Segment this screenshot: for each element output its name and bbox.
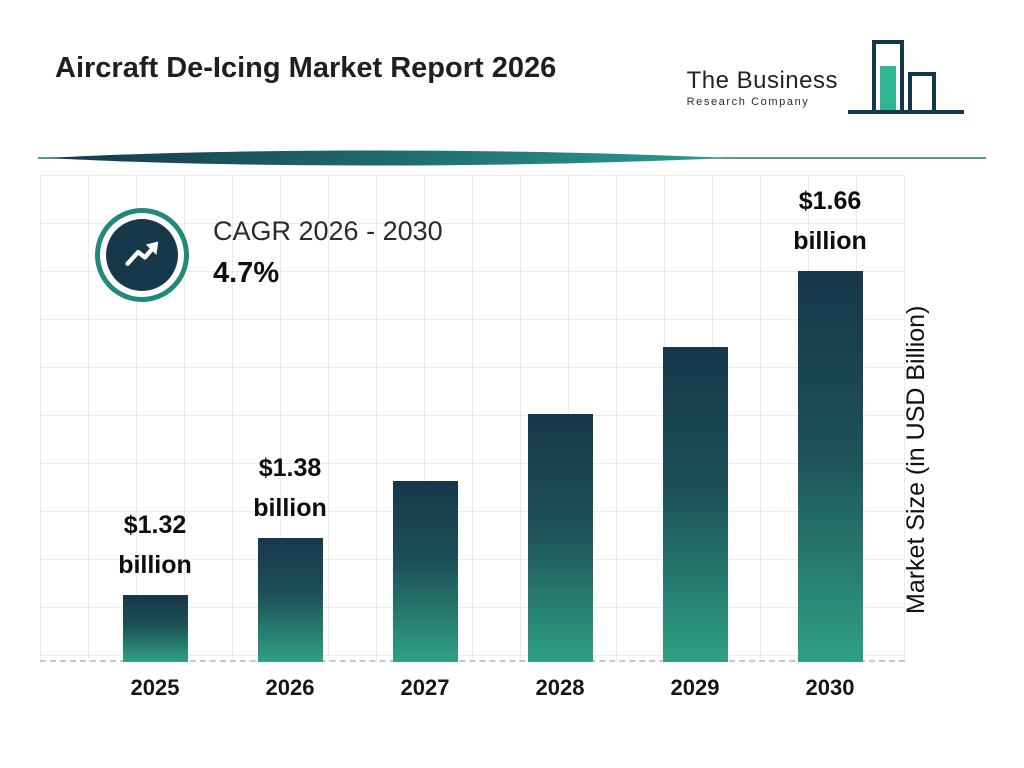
bar-value-label-2026: $1.38 billion (253, 453, 327, 522)
bar-2029 (662, 346, 728, 662)
logo-text: The Business Research Company (687, 67, 838, 122)
bar-2026 (257, 537, 323, 662)
bar-value-label-2030: $1.66 billion (793, 186, 867, 255)
cagr-label: CAGR 2026 - 2030 (213, 216, 443, 246)
bar-chart: $1.32 billion 2025 $1.38 billion 2026 2027 2028… (40, 175, 905, 712)
x-axis-label-2029: 2029 (670, 675, 720, 700)
bar-2027 (392, 480, 458, 662)
divider-line (38, 150, 986, 166)
bar-column-2030: $1.66 billion 2030 (765, 181, 895, 713)
logo-name: The Business (686, 67, 838, 94)
bar-column-2026: $1.38 billion 2026 (225, 448, 355, 712)
trend-up-icon (106, 219, 178, 291)
cagr-value: 4.7% (213, 257, 280, 289)
x-axis-label-2026: 2026 (265, 675, 315, 700)
logo-subname: Research Company (686, 96, 810, 108)
bar-2025 (122, 595, 188, 662)
bar-2030 (797, 270, 863, 662)
x-axis-label-2025: 2025 (130, 675, 180, 700)
bar-column-2028: 2028 (495, 413, 625, 712)
bar-column-2027: 2027 (360, 480, 490, 712)
bar-column-2025: $1.32 billion 2025 (90, 505, 220, 712)
bar-chart-logo-icon (848, 40, 964, 114)
cagr-badge-group: CAGR 2026 - 2030 4.7% (95, 208, 443, 302)
trend-up-badge (95, 208, 189, 302)
bar-column-2029: 2029 (630, 346, 760, 712)
y-axis-label: Market Size (in USD Billion) (902, 305, 930, 615)
cagr-text: CAGR 2026 - 2030 4.7% (213, 208, 443, 290)
x-axis-label-2027: 2027 (400, 675, 450, 700)
company-logo: The Business Research Company (687, 38, 966, 122)
bar-2028 (527, 413, 593, 662)
page-title: Aircraft De-Icing Market Report 2026 (55, 52, 557, 84)
bar-value-label-2025: $1.32 billion (118, 511, 192, 580)
x-axis-label-2030: 2030 (805, 675, 855, 700)
x-axis-label-2028: 2028 (535, 675, 585, 700)
